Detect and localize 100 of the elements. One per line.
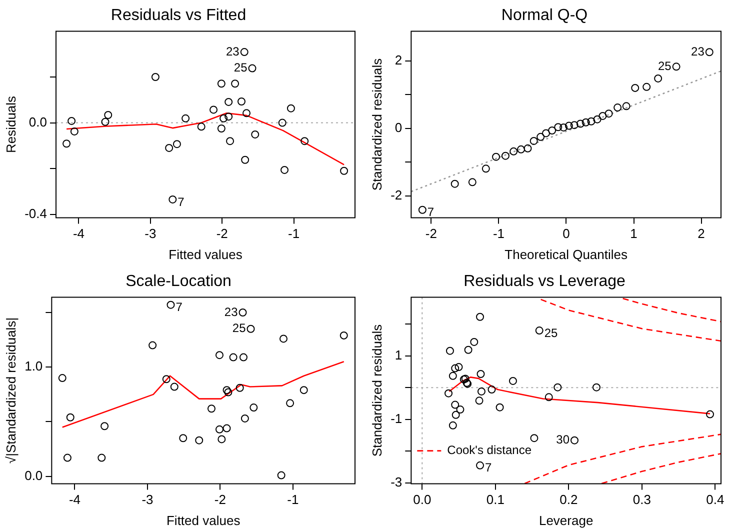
point bbox=[501, 152, 510, 160]
point bbox=[582, 118, 590, 126]
point bbox=[470, 338, 478, 346]
point bbox=[70, 127, 78, 136]
point bbox=[182, 114, 190, 122]
point bbox=[98, 454, 106, 462]
point bbox=[464, 346, 472, 354]
point bbox=[476, 312, 484, 321]
point bbox=[240, 48, 248, 56]
y-axis-title: Residuals bbox=[3, 95, 18, 154]
chart-title: Normal Q-Q bbox=[501, 7, 588, 24]
point bbox=[165, 144, 174, 152]
point bbox=[179, 434, 188, 442]
point bbox=[454, 363, 463, 372]
point bbox=[224, 98, 233, 106]
point bbox=[286, 104, 295, 112]
y-axis-title: Standardized residuals bbox=[369, 324, 384, 457]
point bbox=[542, 129, 550, 138]
point bbox=[554, 383, 562, 392]
x-tick-label: 0 bbox=[562, 226, 570, 242]
point bbox=[217, 124, 226, 133]
point bbox=[215, 425, 224, 434]
point bbox=[451, 364, 460, 372]
point bbox=[631, 84, 640, 92]
point bbox=[446, 346, 454, 355]
point bbox=[510, 147, 518, 156]
point bbox=[162, 375, 170, 384]
point bbox=[482, 164, 490, 173]
point bbox=[229, 353, 238, 362]
x-axis-title: Leverage bbox=[538, 512, 594, 528]
point bbox=[535, 326, 544, 335]
point bbox=[593, 115, 602, 124]
point bbox=[218, 435, 226, 444]
annotation: 30 bbox=[556, 432, 570, 447]
point bbox=[517, 145, 526, 154]
point bbox=[452, 410, 460, 419]
point bbox=[224, 388, 232, 396]
point bbox=[280, 166, 289, 174]
x-axis-title: Theoretical Quantiles bbox=[504, 246, 628, 262]
point bbox=[277, 471, 286, 480]
point bbox=[250, 404, 258, 412]
point bbox=[237, 97, 246, 106]
point bbox=[456, 406, 464, 414]
y-tick-label: 1 bbox=[394, 347, 402, 362]
point bbox=[448, 421, 457, 430]
y-axis-title: √|Standardized residuals| bbox=[3, 317, 18, 464]
point bbox=[705, 48, 714, 56]
point bbox=[246, 324, 255, 333]
x-tick-label: -2 bbox=[214, 492, 226, 508]
point bbox=[101, 118, 110, 126]
annotation: 7 bbox=[427, 205, 434, 220]
x-tick-label: 0.4 bbox=[706, 492, 724, 508]
point bbox=[240, 414, 249, 422]
annotation: 25 bbox=[234, 60, 248, 75]
annotation: 7 bbox=[485, 460, 492, 475]
x-tick-label: -1 bbox=[288, 226, 300, 242]
point bbox=[210, 106, 218, 114]
y-tick-label: 0.0 bbox=[24, 468, 43, 483]
point bbox=[450, 180, 459, 188]
point bbox=[654, 74, 662, 82]
point bbox=[226, 137, 234, 146]
point bbox=[195, 436, 204, 444]
y-tick-label: 1.0 bbox=[24, 358, 43, 374]
x-tick-label: -4 bbox=[68, 492, 81, 508]
point bbox=[554, 123, 562, 132]
x-tick-label: 2 bbox=[698, 226, 705, 242]
point bbox=[570, 121, 578, 130]
y-tick-label: 0.0 bbox=[28, 114, 47, 130]
point bbox=[172, 140, 181, 148]
x-tick-label: -1 bbox=[287, 492, 299, 508]
point bbox=[239, 353, 248, 362]
point bbox=[604, 110, 613, 118]
x-tick-label: 0.1 bbox=[486, 492, 504, 508]
x-tick-label: -3 bbox=[144, 226, 156, 242]
point bbox=[576, 120, 584, 128]
point bbox=[63, 454, 72, 462]
y-tick-label: 0 bbox=[394, 120, 402, 136]
point bbox=[215, 351, 224, 360]
point bbox=[672, 62, 680, 71]
point bbox=[530, 434, 538, 442]
point bbox=[706, 410, 714, 418]
point bbox=[241, 156, 250, 164]
y-tick-label: -3 bbox=[390, 474, 402, 490]
annotation: 25 bbox=[232, 321, 246, 336]
x-tick-label: -2 bbox=[425, 226, 437, 242]
point bbox=[418, 206, 426, 214]
x-tick-label: -4 bbox=[72, 226, 85, 242]
point bbox=[151, 72, 160, 81]
point bbox=[248, 64, 256, 72]
point bbox=[66, 413, 74, 422]
point bbox=[642, 82, 651, 91]
point bbox=[476, 461, 484, 470]
point bbox=[476, 370, 485, 378]
point bbox=[170, 382, 178, 391]
y-tick-label: 2 bbox=[394, 52, 402, 68]
point bbox=[340, 331, 348, 340]
point bbox=[488, 386, 496, 394]
annotation: 23 bbox=[226, 44, 240, 58]
point bbox=[242, 109, 251, 118]
x-tick-label: 0.0 bbox=[413, 492, 432, 508]
